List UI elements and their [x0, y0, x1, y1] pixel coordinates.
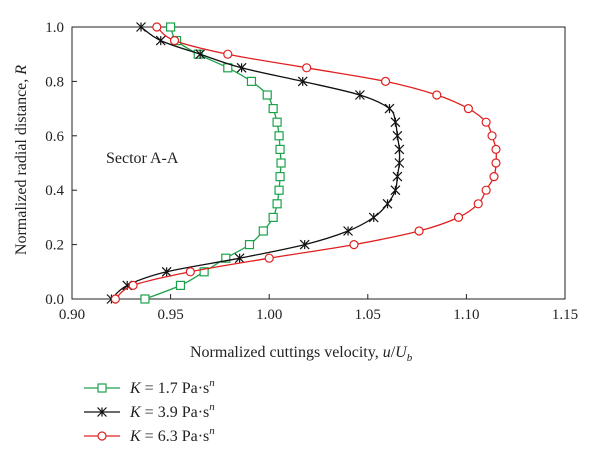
data-point [390, 185, 401, 196]
legend-item: K = 1.7 Pa·sn [84, 377, 215, 397]
data-point [489, 172, 499, 182]
x-axis-label: Normalized cuttings velocity, u/Ub [190, 344, 413, 364]
data-point [234, 253, 245, 264]
data-point [392, 130, 403, 141]
data-point [272, 117, 282, 127]
data-point [274, 185, 284, 195]
x-tick-label: 1.05 [355, 307, 381, 323]
legend-marker [97, 407, 107, 417]
data-point [384, 103, 395, 114]
legend-marker [97, 383, 107, 393]
legend-marker [97, 431, 107, 441]
data-point [473, 199, 483, 209]
data-point [110, 294, 120, 304]
data-point [368, 212, 379, 223]
x-tick-label: 0.90 [59, 307, 85, 323]
data-point [274, 131, 284, 141]
data-point [414, 226, 424, 236]
series-2 [106, 22, 405, 304]
data-point [185, 267, 195, 277]
data-point [297, 76, 308, 87]
data-point [481, 185, 491, 195]
data-point [299, 239, 310, 250]
data-point [221, 253, 231, 263]
y-tick-label: 0.4 [45, 183, 64, 199]
data-point [128, 280, 138, 290]
data-point [161, 266, 172, 277]
data-point [195, 49, 206, 60]
x-tick-label: 1.10 [453, 307, 479, 323]
data-point [262, 90, 272, 100]
legend-label: K = 6.3 Pa·sn [129, 425, 215, 445]
data-point [487, 131, 497, 141]
data-point [276, 158, 286, 168]
y-tick-label: 1.0 [45, 20, 64, 36]
legend-label: K = 1.7 Pa·sn [129, 377, 215, 397]
x-tick-label: 1.00 [256, 307, 282, 323]
data-point [392, 171, 403, 182]
series-3 [110, 22, 501, 304]
data-point [453, 212, 464, 222]
data-point [394, 158, 405, 168]
data-point [275, 172, 285, 182]
data-point [302, 63, 312, 73]
data-point [349, 240, 359, 250]
data-point [272, 199, 282, 209]
data-point [175, 280, 186, 290]
data-point [432, 90, 442, 100]
data-point [199, 267, 209, 277]
data-point [223, 49, 233, 59]
data-point [136, 22, 146, 32]
data-point [380, 76, 391, 87]
data-point [155, 35, 166, 46]
data-point [275, 144, 285, 154]
data-point [140, 294, 150, 304]
data-point [258, 226, 268, 236]
y-tick-label: 0.0 [45, 292, 64, 308]
legend-item: K = 6.3 Pa·sn [84, 425, 215, 445]
y-tick-label: 0.2 [45, 238, 64, 254]
series-1 [140, 22, 286, 304]
legend-item: K = 3.9 Pa·sn [84, 401, 215, 421]
data-point [354, 90, 365, 100]
axis-ticks: 0.90 0.95 1.00 1.05 1.10 1.15 0.0 0.2 0.4 0.6 0.8 1… [45, 20, 578, 323]
data-point [246, 76, 257, 87]
data-point [394, 144, 405, 155]
data-point [343, 226, 354, 236]
legend: K = 1.7 Pa·sn K = 3.9 Pa·sn K = 6.3 Pa·sn [84, 377, 215, 445]
data-point [491, 144, 501, 154]
plot-frame [71, 26, 566, 300]
data-point [268, 103, 278, 114]
y-tick-label: 0.6 [45, 129, 64, 145]
data-point [152, 22, 162, 32]
x-tick-label: 0.95 [157, 307, 183, 323]
data-point [264, 253, 274, 263]
data-point [268, 212, 278, 222]
legend-label: K = 3.9 Pa·sn [129, 401, 215, 421]
data-point [382, 198, 393, 209]
y-axis-label: Normalized radial distance, R [13, 65, 30, 255]
data-point [169, 35, 180, 46]
data-point [236, 62, 247, 73]
data-point [166, 22, 176, 32]
data-point [390, 117, 401, 128]
y-tick-label: 0.8 [45, 74, 64, 90]
data-point [244, 240, 255, 250]
series-layer [106, 22, 501, 304]
data-point [491, 158, 501, 168]
sector-annotation: Sector A-A [106, 150, 179, 167]
data-point [481, 117, 491, 127]
data-point [463, 103, 473, 114]
x-tick-label: 1.15 [552, 307, 578, 323]
